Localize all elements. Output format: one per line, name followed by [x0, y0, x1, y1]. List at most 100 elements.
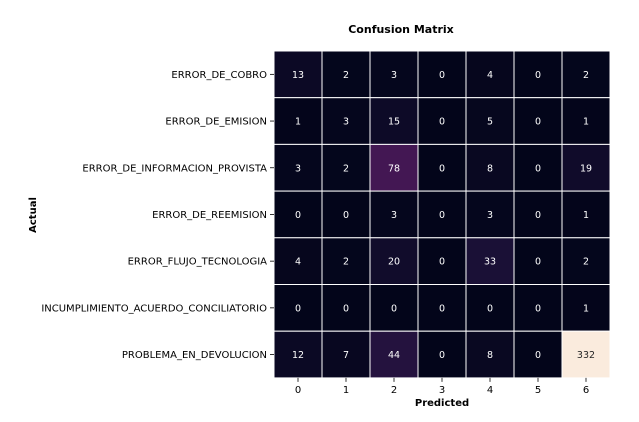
- y-tick-label: PROBLEMA_EN_DEVOLUCION: [122, 350, 267, 361]
- cell-value-label: 0: [535, 117, 541, 128]
- heatmap-cell: [417, 330, 467, 379]
- cell-value-label: 3: [391, 210, 397, 221]
- heatmap-cell: [561, 330, 611, 379]
- heatmap-cell: [513, 190, 563, 239]
- x-axis-title: Predicted: [415, 398, 469, 409]
- cell-value-label: 8: [487, 350, 493, 361]
- cell-value-label: 0: [343, 303, 349, 314]
- cell-value-label: 3: [391, 70, 397, 81]
- cell-value-label: 1: [583, 117, 589, 128]
- cell-value-label: 20: [388, 257, 400, 268]
- heatmap-cell: [369, 50, 419, 99]
- cell-value-label: 12: [292, 350, 304, 361]
- heatmap-cell: [369, 97, 419, 145]
- y-tick-label: INCUMPLIMIENTO_ACUERDO_CONCILIATORIO: [41, 303, 267, 314]
- cell-value-label: 0: [535, 210, 541, 221]
- cell-value-label: 0: [343, 210, 349, 221]
- cell-value-label: 2: [583, 257, 589, 268]
- cell-value-label: 2: [343, 257, 349, 268]
- cell-value-label: 4: [487, 70, 493, 81]
- cell-value-label: 2: [343, 163, 349, 174]
- cell-value-label: 1: [583, 303, 589, 314]
- y-axis-title: Actual: [28, 197, 39, 233]
- y-tick-label: ERROR_DE_EMISION: [165, 117, 267, 128]
- heatmap-cell: [465, 330, 515, 379]
- cell-value-label: 19: [580, 163, 592, 174]
- cell-value-label: 15: [388, 117, 400, 128]
- heatmap-cell: [273, 237, 323, 286]
- cell-value-label: 0: [535, 70, 541, 81]
- x-axis-ticks: 0 1 2 3 4 5 6: [295, 377, 589, 396]
- heatmap-cells: 13 2 3 0 4 0 21 3 15 0 5 0 13 2 78 0 8 0 190 0 3 0 3 0 14 2 20 0 33 0…: [273, 50, 611, 379]
- heatmap-cell: [321, 284, 371, 332]
- cell-value-label: 3: [295, 163, 301, 174]
- heatmap-cell: [417, 143, 467, 192]
- cell-value-label: 3: [343, 117, 349, 128]
- y-tick-label: ERROR_DE_REEMISION: [152, 210, 267, 221]
- cell-value-label: 0: [439, 117, 445, 128]
- heatmap-cell: [465, 143, 515, 192]
- cell-value-label: 33: [484, 257, 496, 268]
- cell-value-label: 1: [295, 117, 301, 128]
- heatmap-cell: [513, 143, 563, 192]
- heatmap-cell: [273, 50, 323, 99]
- x-tick-label: 3: [439, 385, 445, 396]
- cell-value-label: 0: [439, 303, 445, 314]
- cell-value-label: 4: [295, 257, 301, 268]
- cell-value-label: 0: [439, 163, 445, 174]
- y-tick-label: ERROR_FLUJO_TECNOLOGIA: [128, 257, 268, 268]
- cell-value-label: 0: [439, 350, 445, 361]
- cell-value-label: 0: [439, 210, 445, 221]
- cell-value-label: 0: [535, 163, 541, 174]
- cell-value-label: 2: [583, 70, 589, 81]
- y-tick-label: ERROR_DE_INFORMACION_PROVISTA: [82, 163, 267, 174]
- chart-title: Confusion Matrix: [348, 23, 454, 36]
- heatmap-cell: [369, 330, 419, 379]
- heatmap-cell: [561, 143, 611, 192]
- cell-value-label: 0: [295, 303, 301, 314]
- heatmap-cell: [369, 143, 419, 192]
- cell-value-label: 1: [583, 210, 589, 221]
- x-tick-label: 0: [295, 385, 301, 396]
- heatmap-cell: [465, 97, 515, 145]
- x-tick-label: 1: [343, 385, 349, 396]
- cell-value-label: 2: [343, 70, 349, 81]
- cell-value-label: 7: [343, 350, 349, 361]
- cell-value-label: 0: [535, 303, 541, 314]
- cell-value-label: 0: [391, 303, 397, 314]
- cell-value-label: 0: [487, 303, 493, 314]
- cell-value-label: 0: [535, 350, 541, 361]
- heatmap-cell: [369, 237, 419, 286]
- heatmap-cell: [513, 50, 563, 99]
- heatmap-cell: [417, 284, 467, 332]
- cell-value-label: 78: [388, 163, 400, 174]
- cell-value-label: 0: [535, 257, 541, 268]
- heatmap-cell: [273, 190, 323, 239]
- heatmap-cell: [513, 330, 563, 379]
- cell-value-label: 8: [487, 163, 493, 174]
- heatmap-cell: [561, 284, 611, 332]
- heatmap-cell: [465, 284, 515, 332]
- cell-value-label: 0: [439, 257, 445, 268]
- x-tick-label: 5: [535, 385, 541, 396]
- heatmap-cell: [273, 330, 323, 379]
- x-tick-label: 4: [487, 385, 493, 396]
- heatmap-cell: [321, 190, 371, 239]
- cell-value-label: 5: [487, 117, 493, 128]
- x-tick-label: 2: [391, 385, 397, 396]
- cell-value-label: 13: [292, 70, 304, 81]
- cell-value-label: 0: [295, 210, 301, 221]
- heatmap-cell: [561, 190, 611, 239]
- heatmap-cell: [561, 97, 611, 145]
- heatmap-cell: [273, 284, 323, 332]
- y-axis-ticks: ERROR_DE_COBRO ERROR_DE_EMISION ERROR_DE_I…: [41, 70, 274, 361]
- cell-value-label: 3: [487, 210, 493, 221]
- heatmap-cell: [321, 50, 371, 99]
- cell-value-label: 44: [388, 350, 400, 361]
- cell-value-label: 332: [577, 350, 595, 361]
- y-tick-label: ERROR_DE_COBRO: [171, 70, 267, 81]
- x-tick-label: 6: [583, 385, 589, 396]
- heatmap-cell: [321, 143, 371, 192]
- cell-value-label: 0: [439, 70, 445, 81]
